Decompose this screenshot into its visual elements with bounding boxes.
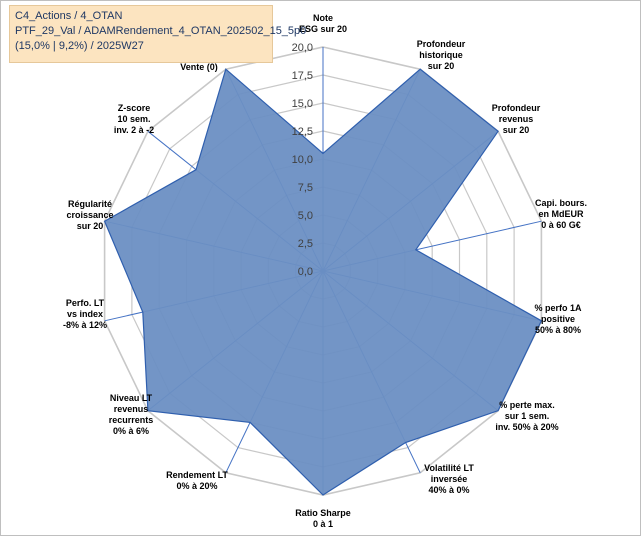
- radar-series: [103, 68, 543, 496]
- axis-label: Profondeur revenus sur 20: [492, 103, 541, 135]
- tick-label: 0,0: [298, 266, 313, 278]
- radar-tick-labels: 0,0 2,5 5,0 7,5 10,0 12,5 15,0 17,5 20,0: [292, 42, 313, 278]
- tick-label: 10,0: [292, 154, 313, 166]
- axis-label: Capi. bours. en MdEUR 0 à 60 G€: [535, 198, 587, 230]
- tick-label: 12,5: [292, 126, 313, 138]
- axis-label: Régularité croissance sur 20: [66, 199, 113, 231]
- info-line-1: C4_Actions / 4_OTAN: [15, 10, 123, 22]
- tick-label: 20,0: [292, 42, 313, 54]
- tick-label: 15,0: [292, 98, 313, 110]
- portfolio-info-box: C4_Actions / 4_OTAN PTF_29_Val / ADAMRen…: [9, 5, 307, 63]
- axis-label: % perfo 1A positive 50% à 80%: [534, 303, 582, 335]
- info-line-3: (15,0% | 9,2%) / 2025W27: [15, 40, 144, 52]
- axis-label: Volatilité LT inversée 40% à 0%: [424, 463, 474, 495]
- tick-label: 7,5: [298, 182, 313, 194]
- axis-label: Rendement LT 0% à 20%: [166, 470, 228, 491]
- axis-label: Z-score 10 sem. inv. 2 à -2: [114, 103, 154, 135]
- axis-label: Profondeur historique sur 20: [417, 39, 466, 71]
- series-area: [103, 68, 543, 496]
- axis-label: Ratio Sharpe 0 à 1: [295, 508, 351, 529]
- axis-label: % perte max. sur 1 sem. inv. 50% à 20%: [495, 400, 558, 432]
- axis-label: Note ESG sur 20: [299, 13, 347, 34]
- tick-label: 2,5: [298, 238, 313, 250]
- tick-label: 17,5: [292, 70, 313, 82]
- axis-label: Perfo. LT vs index -8% à 12%: [63, 298, 107, 330]
- axis-label: Niveau LT revenus recurrents 0% à 6%: [109, 393, 154, 436]
- info-line-2: PTF_29_Val / ADAMRendement_4_OTAN_202502…: [15, 25, 307, 37]
- tick-label: 5,0: [298, 210, 313, 222]
